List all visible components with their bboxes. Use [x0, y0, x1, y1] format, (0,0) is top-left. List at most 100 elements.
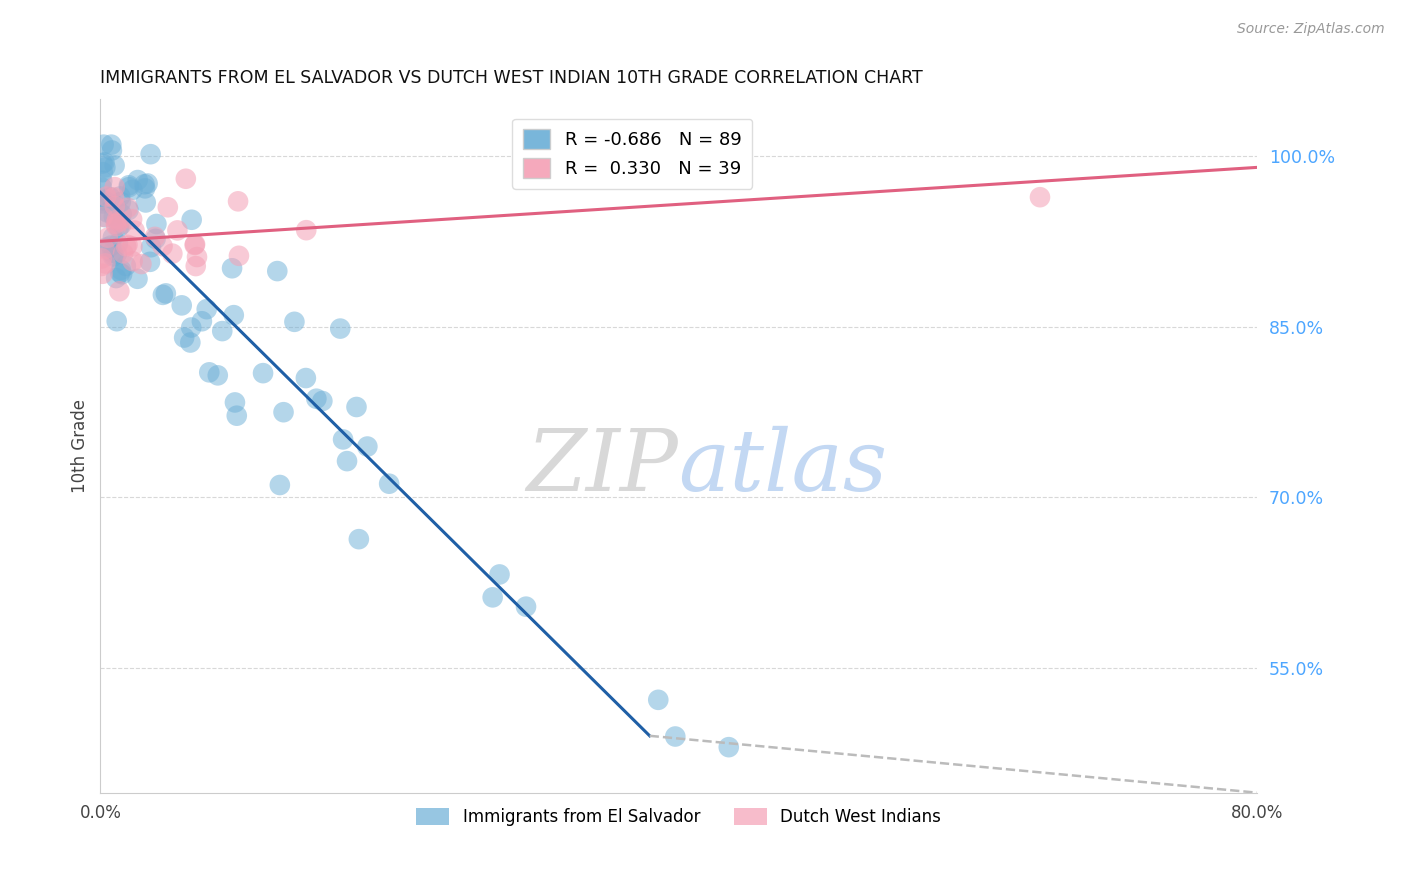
Point — [488, 567, 510, 582]
Point — [91, 165, 114, 179]
Point — [97, 230, 120, 244]
Point — [108, 285, 131, 299]
Point — [105, 246, 128, 260]
Point — [139, 255, 162, 269]
Point — [266, 264, 288, 278]
Point — [329, 321, 352, 335]
Point — [121, 212, 143, 227]
Point — [1029, 190, 1052, 204]
Point — [96, 205, 118, 219]
Point — [139, 147, 162, 161]
Point — [347, 532, 370, 546]
Point — [108, 220, 131, 235]
Point — [103, 210, 125, 224]
Point — [647, 693, 669, 707]
Point — [198, 365, 221, 379]
Point — [131, 257, 153, 271]
Point — [222, 308, 245, 322]
Point — [91, 210, 114, 224]
Point — [174, 171, 197, 186]
Point — [173, 330, 195, 344]
Point — [170, 298, 193, 312]
Point — [155, 286, 177, 301]
Text: ZIP: ZIP — [527, 425, 679, 508]
Point — [105, 219, 128, 234]
Point — [104, 158, 127, 172]
Point — [127, 173, 149, 187]
Text: atlas: atlas — [679, 425, 887, 508]
Point — [105, 212, 128, 227]
Point — [145, 217, 167, 231]
Point — [98, 190, 121, 204]
Point — [224, 395, 246, 409]
Point — [332, 433, 354, 447]
Point — [252, 366, 274, 380]
Point — [295, 371, 318, 385]
Y-axis label: 10th Grade: 10th Grade — [72, 399, 89, 493]
Point — [515, 599, 537, 614]
Point — [152, 288, 174, 302]
Point — [93, 155, 115, 169]
Point — [101, 144, 124, 158]
Point — [118, 180, 141, 194]
Point — [93, 242, 115, 256]
Point — [273, 405, 295, 419]
Point — [91, 193, 114, 207]
Point — [111, 267, 134, 281]
Point — [91, 267, 114, 281]
Point — [121, 183, 143, 197]
Point — [110, 194, 132, 209]
Point — [283, 315, 305, 329]
Point — [94, 194, 117, 209]
Point — [117, 201, 139, 215]
Point — [91, 156, 114, 170]
Point — [269, 478, 291, 492]
Point — [162, 246, 184, 260]
Point — [90, 259, 112, 273]
Point — [143, 230, 166, 244]
Text: Source: ZipAtlas.com: Source: ZipAtlas.com — [1237, 22, 1385, 37]
Point — [108, 214, 131, 228]
Point — [108, 189, 131, 203]
Point — [100, 238, 122, 252]
Point — [136, 177, 159, 191]
Point — [305, 392, 328, 406]
Point — [717, 740, 740, 755]
Point — [101, 230, 124, 244]
Point — [115, 239, 138, 253]
Point — [118, 178, 141, 193]
Point — [221, 261, 243, 276]
Point — [111, 207, 134, 221]
Point — [145, 232, 167, 246]
Point — [96, 241, 118, 255]
Point — [104, 180, 127, 194]
Point — [180, 212, 202, 227]
Point — [115, 259, 138, 273]
Point — [94, 161, 117, 175]
Point — [211, 324, 233, 338]
Point — [93, 137, 115, 152]
Point — [139, 240, 162, 254]
Point — [121, 239, 143, 253]
Point — [91, 174, 114, 188]
Point — [91, 196, 114, 211]
Point — [184, 259, 207, 273]
Point — [664, 730, 686, 744]
Point — [134, 181, 156, 195]
Point — [207, 368, 229, 383]
Point — [336, 454, 359, 468]
Point — [96, 242, 118, 256]
Point — [112, 246, 135, 260]
Point — [105, 314, 128, 328]
Point — [356, 440, 378, 454]
Point — [191, 314, 214, 328]
Point — [295, 223, 318, 237]
Point — [228, 249, 250, 263]
Point — [134, 178, 156, 192]
Point — [378, 476, 401, 491]
Point — [90, 180, 112, 194]
Point — [101, 245, 124, 260]
Point — [226, 194, 249, 209]
Point — [94, 256, 117, 270]
Point — [180, 320, 202, 334]
